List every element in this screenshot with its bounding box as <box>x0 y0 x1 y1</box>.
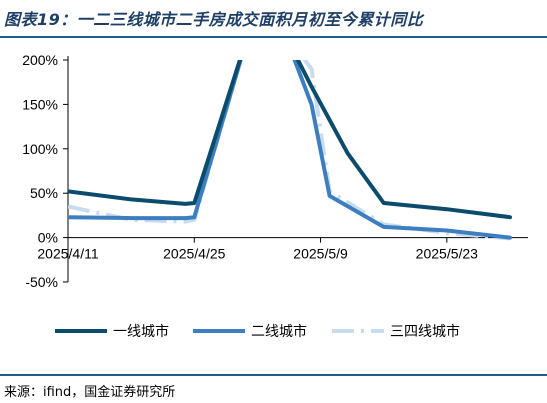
x-axis: 2025/4/11 2025/4/25 2025/5/9 2025/5/23 <box>37 237 528 262</box>
y-tick-label: 50% <box>30 185 58 201</box>
y-axis: -50% 0% 50% 100% 150% 200% <box>22 52 69 290</box>
y-tick-label: 0% <box>38 230 58 246</box>
x-tick-label: 2025/5/23 <box>416 246 478 262</box>
legend-label: 一线城市 <box>113 323 169 340</box>
y-tick-label: 150% <box>22 96 58 112</box>
y-tick-label: 200% <box>22 52 58 68</box>
x-tick-label: 2025/4/25 <box>163 246 225 262</box>
legend-label: 三四线城市 <box>390 323 460 340</box>
series-line-2 <box>68 60 512 240</box>
x-tick-label: 2025/4/11 <box>37 246 98 262</box>
series-line-1 <box>68 60 512 220</box>
title-rule <box>0 36 547 38</box>
chart-title: 图表19：一二三线城市二手房成交面积月初至今累计同比 <box>4 10 424 29</box>
y-tick-label: 100% <box>22 141 58 157</box>
series-lines <box>68 60 512 241</box>
x-tick-label: 2025/5/9 <box>293 246 348 262</box>
legend-label: 二线城市 <box>251 323 307 340</box>
source-note: 来源：ifind，国金证券研究所 <box>4 385 176 400</box>
footer-rule <box>0 374 547 376</box>
legend: 一线城市 二线城市 三四线城市 <box>55 323 460 340</box>
y-tick-label: -50% <box>25 274 58 290</box>
